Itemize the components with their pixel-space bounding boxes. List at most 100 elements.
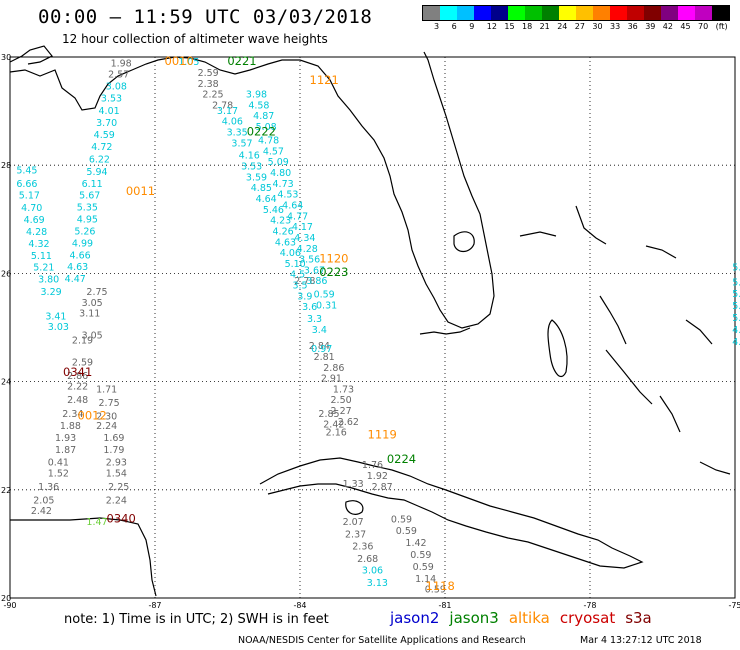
wave-height-value: 5.08 [256,122,277,133]
wave-height-value: 3.80 [38,275,59,286]
wave-height-value: 4.72 [91,142,112,153]
legend-label: 27 [574,22,585,31]
wave-height-value: 2.86 [323,363,344,374]
satellite-name: jason2 [390,609,440,627]
legend-swatch [610,6,627,20]
wave-height-value: 1.47 [86,517,107,528]
wave-height-value: 0.59 [391,514,412,525]
wave-height-value: 2.91 [321,374,342,385]
wave-height-value: 2.87 [372,482,393,493]
lat-tick-label: 30 [1,53,11,62]
andros [547,319,568,378]
wave-height-value: 1.93 [55,433,76,444]
wave-height-value: 4.47 [65,274,86,285]
wave-height-value: 0.59 [410,550,431,561]
wave-height-value: 2.86 [67,371,88,382]
wave-height-value: 4.95 [77,215,98,226]
wave-height-value: 2.75 [99,398,120,409]
wave-height-value: 2.78 [294,276,315,287]
wave-height-value: 3.05 [82,330,103,341]
wave-height-value: 1.88 [60,421,81,432]
wave-height-value: 4.23 [270,216,291,227]
legend-swatch [644,6,661,20]
wave-height-value: 1.73 [333,384,354,395]
pass-label: 0222 [247,124,276,138]
pass-label: 1120 [319,252,348,266]
wave-height-value: 3.35 [227,127,248,138]
cuba [259,457,644,569]
wave-height-value: 2.50 [331,395,352,406]
wave-height-value: 0.41 [48,457,69,468]
map-subtitle: 12 hour collection of altimeter wave hei… [62,32,328,46]
satellite-name: s3a [625,609,652,627]
wave-height-value: 4.57 [263,146,284,157]
wave-height-value: 1.92 [367,471,388,482]
wave-height-value: 4.66 [70,250,91,261]
wave-height-value: 3.5 [292,281,307,292]
legend-swatch [576,6,593,20]
wave-height-value: 3.08 [106,81,127,92]
wave-height-value: 1.14 [415,574,436,585]
wave-height-value: 5.10 [285,259,306,270]
satellite-legend: jason2 jason3 altika cryosat s3a [390,609,662,627]
map-frame [9,56,736,599]
wave-height-value: 0.31 [316,301,337,312]
bahamas-misc-2 [685,319,713,345]
legend-label: 12 [486,22,497,31]
florida-keys [419,327,471,335]
pass-label: 0221 [227,54,256,68]
legend-label: 6 [451,22,457,31]
wave-height-value: 2.75 [86,287,107,298]
lat-tick-label: 24 [1,378,11,387]
pass-label: 0010 [165,54,194,68]
wave-height-value: 4.06 [222,117,243,128]
legend-swatch [525,6,542,20]
wave-height-value: 2.85 [318,409,339,420]
grand-bahama [519,231,557,237]
wave-height-value: 3.3 [307,314,322,325]
wave-height-value: 2.25 [202,90,223,101]
lat-tick-label: 20 [1,594,11,603]
wave-height-value: 5.45 [16,165,37,176]
wave-height-value: 2.57 [108,70,129,81]
wave-height-value: 0.59 [425,585,446,596]
legend-swatch [440,6,457,20]
lat-lon-grid [9,56,736,599]
wave-height-value: 4.64 [256,194,277,205]
wave-height-value: 5.94 [86,167,107,178]
pass-label: 1121 [310,73,339,87]
wave-height-value: 3.70 [96,118,117,129]
long-island [659,395,681,433]
wave-height-value: 2.24 [96,421,117,432]
legend-swatch [423,6,440,20]
mississippi-delta [9,45,53,65]
wave-height-values: 1.982.572.192.592.862.222.482.341.881.93… [16,57,740,595]
legend-label: 30 [592,22,603,31]
wave-height-value: 4.63 [275,237,296,248]
wave-height-value: 5.1 [732,263,740,274]
wave-height-value: 4.32 [28,239,49,250]
wave-height-value: 4.16 [239,151,260,162]
lon-tick-label: -84 [293,601,306,610]
coastlines [9,45,731,597]
wave-height-value: 5.09 [268,157,289,168]
wave-height-value: 4.85 [251,183,272,194]
wave-height-value: 2.59 [198,68,219,79]
wave-height-value: 5.35 [77,203,98,214]
pass-label: 0011 [126,184,155,198]
legend-label: 39 [645,22,656,31]
credit-line: NOAA/NESDIS Center for Satellite Applica… [238,635,526,646]
wave-height-value: 3.13 [367,578,388,589]
map-title: 00:00 – 11:59 UTC 03/03/2018 [38,6,373,28]
wave-height-value: 2.30 [96,411,117,422]
footer-note: note: 1) Time is in UTC; 2) SWH is in fe… [64,612,329,627]
lon-tick-label: -81 [438,601,451,610]
wave-height-value: 2.37 [345,529,366,540]
wave-height-value: 3.11 [79,309,100,320]
wave-height-value: 2.22 [67,382,88,393]
wave-height-value: 4.26 [273,226,294,237]
wave-height-value: 2.68 [357,554,378,565]
wave-height-value: 3.98 [246,90,267,101]
bahamas-misc-1 [645,245,677,259]
